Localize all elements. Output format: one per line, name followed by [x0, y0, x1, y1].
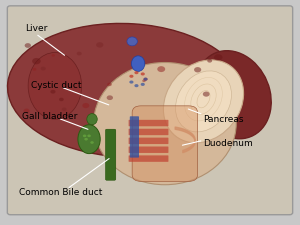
- FancyBboxPatch shape: [130, 116, 139, 158]
- Circle shape: [194, 67, 201, 72]
- Circle shape: [82, 103, 89, 108]
- FancyBboxPatch shape: [129, 129, 168, 135]
- Circle shape: [59, 98, 64, 101]
- Circle shape: [142, 79, 146, 82]
- Circle shape: [25, 43, 31, 48]
- Circle shape: [84, 138, 88, 140]
- FancyBboxPatch shape: [129, 155, 168, 162]
- Circle shape: [87, 135, 91, 137]
- Ellipse shape: [28, 52, 82, 119]
- Circle shape: [141, 83, 145, 86]
- Circle shape: [83, 135, 86, 137]
- Circle shape: [96, 42, 103, 48]
- Ellipse shape: [78, 125, 100, 154]
- Circle shape: [134, 71, 139, 74]
- Circle shape: [207, 59, 212, 63]
- Circle shape: [134, 84, 139, 87]
- FancyBboxPatch shape: [7, 6, 293, 215]
- Text: Pancreas: Pancreas: [203, 115, 244, 124]
- Ellipse shape: [164, 60, 244, 143]
- FancyBboxPatch shape: [129, 138, 168, 144]
- Circle shape: [90, 141, 94, 144]
- Circle shape: [62, 108, 67, 111]
- FancyBboxPatch shape: [129, 146, 168, 153]
- Circle shape: [107, 83, 112, 86]
- Ellipse shape: [87, 114, 97, 125]
- FancyBboxPatch shape: [132, 106, 198, 181]
- Circle shape: [50, 90, 56, 94]
- Ellipse shape: [127, 37, 137, 46]
- Text: Liver: Liver: [25, 24, 47, 33]
- Circle shape: [141, 72, 145, 76]
- Circle shape: [214, 54, 223, 61]
- Circle shape: [129, 75, 134, 78]
- Ellipse shape: [195, 51, 271, 139]
- Circle shape: [143, 78, 148, 81]
- Circle shape: [203, 92, 210, 97]
- FancyBboxPatch shape: [105, 129, 116, 180]
- Text: Common Bile duct: Common Bile duct: [19, 188, 103, 197]
- Circle shape: [40, 67, 46, 70]
- Text: Cystic duct: Cystic duct: [31, 81, 82, 90]
- Circle shape: [143, 78, 148, 81]
- Text: Duodenum: Duodenum: [203, 139, 253, 148]
- Circle shape: [107, 95, 113, 100]
- Circle shape: [32, 58, 41, 64]
- Circle shape: [77, 52, 82, 56]
- Circle shape: [52, 54, 55, 57]
- FancyBboxPatch shape: [129, 120, 168, 126]
- Text: Gall bladder: Gall bladder: [22, 112, 78, 122]
- Ellipse shape: [8, 23, 245, 157]
- Ellipse shape: [131, 56, 145, 71]
- Ellipse shape: [94, 63, 236, 185]
- Circle shape: [32, 68, 36, 71]
- Circle shape: [23, 109, 30, 113]
- Ellipse shape: [176, 71, 232, 132]
- Circle shape: [157, 66, 165, 72]
- Circle shape: [129, 81, 134, 84]
